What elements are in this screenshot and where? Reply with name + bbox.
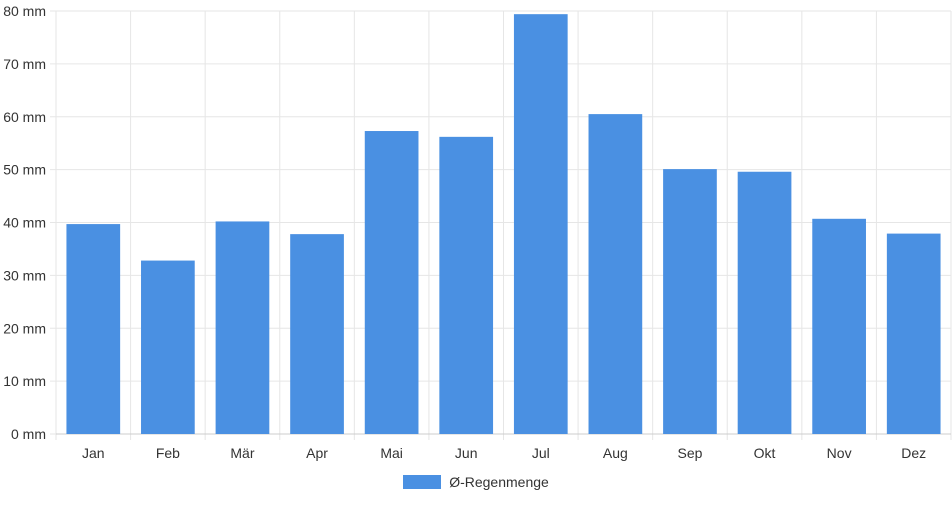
bar-mär[interactable] bbox=[215, 221, 270, 434]
bar-aug[interactable] bbox=[588, 114, 643, 434]
x-tick-label: Apr bbox=[306, 445, 328, 461]
bar-jan[interactable] bbox=[66, 224, 121, 434]
x-tick-label: Aug bbox=[603, 445, 628, 461]
bar-dez[interactable] bbox=[886, 233, 941, 434]
bar-apr[interactable] bbox=[290, 234, 344, 434]
bar-jul[interactable] bbox=[513, 14, 568, 435]
bar-jun[interactable] bbox=[439, 136, 494, 434]
bar-sep[interactable] bbox=[663, 169, 717, 434]
bar-nov[interactable] bbox=[812, 218, 866, 434]
x-tick-label: Jun bbox=[455, 445, 478, 461]
y-tick-label: 0 mm bbox=[11, 426, 46, 442]
bar-okt[interactable] bbox=[737, 171, 792, 435]
y-tick-label: 80 mm bbox=[3, 3, 46, 19]
x-tick-label: Mär bbox=[230, 445, 254, 461]
x-tick-label: Feb bbox=[156, 445, 180, 461]
x-tick-label: Sep bbox=[677, 445, 702, 461]
bar-mai[interactable] bbox=[364, 131, 419, 434]
y-tick-label: 50 mm bbox=[3, 162, 46, 178]
x-tick-label: Nov bbox=[827, 445, 852, 461]
legend-swatch bbox=[403, 475, 442, 489]
y-tick-label: 70 mm bbox=[3, 56, 46, 72]
x-tick-label: Dez bbox=[901, 445, 926, 461]
chart-legend: Ø-Regenmenge bbox=[0, 472, 952, 492]
y-tick-label: 10 mm bbox=[3, 373, 46, 389]
x-tick-label: Okt bbox=[754, 445, 776, 461]
y-tick-label: 20 mm bbox=[3, 320, 46, 336]
x-tick-label: Jan bbox=[82, 445, 105, 461]
bar-feb[interactable] bbox=[141, 260, 195, 434]
y-tick-label: 30 mm bbox=[3, 267, 46, 283]
legend-label: Ø-Regenmenge bbox=[449, 474, 549, 490]
x-tick-label: Jul bbox=[532, 445, 550, 461]
y-tick-label: 60 mm bbox=[3, 109, 46, 125]
x-tick-label: Mai bbox=[380, 445, 403, 461]
y-tick-label: 40 mm bbox=[3, 215, 46, 231]
